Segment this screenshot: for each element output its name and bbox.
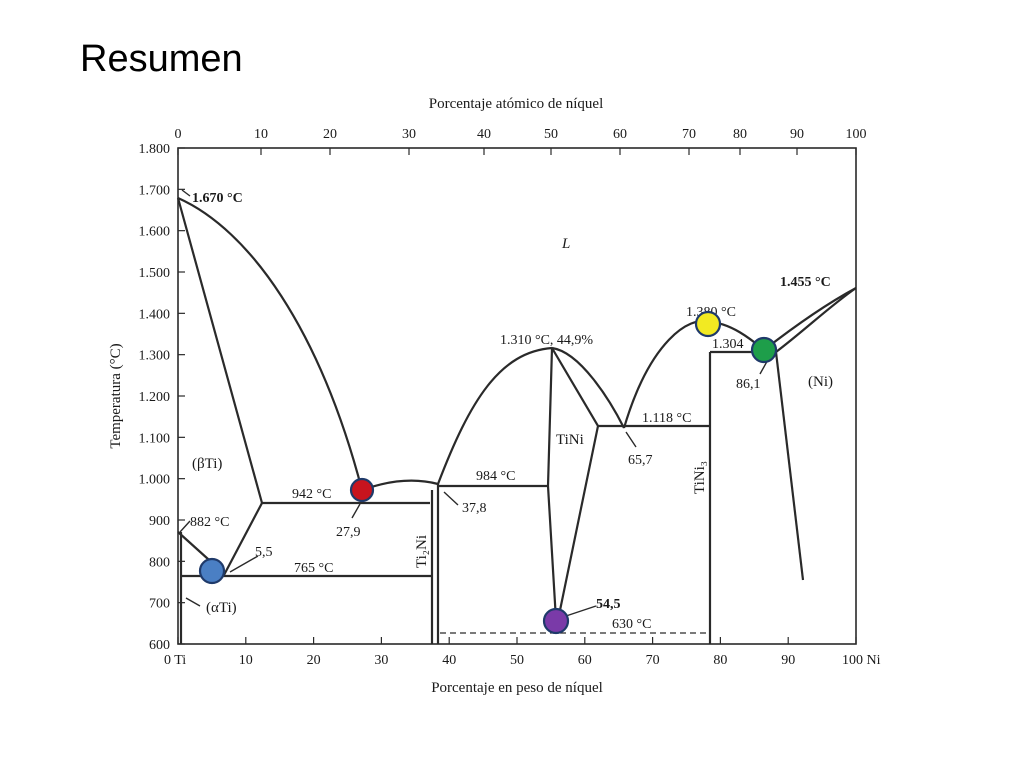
y-tick-label: 900: [149, 514, 170, 529]
y-tick-label: 700: [149, 597, 170, 612]
liquidus-ni-side: [763, 287, 857, 351]
pointer-5-5: [229, 555, 259, 573]
marker-blue: [198, 557, 226, 585]
pointer-alpha-ti: [185, 597, 201, 607]
y-tick-label: 1.700: [139, 183, 171, 198]
label-1118: 1.118 °C: [642, 411, 691, 426]
marker-yellow: [694, 310, 722, 338]
solidus-beta-ti: [176, 197, 264, 504]
bottom-axis-title: Porcentaje en peso de níquel: [431, 680, 603, 696]
label-942: 942 °C: [292, 487, 331, 502]
y-tick-label: 800: [149, 555, 170, 570]
marker-green: [750, 336, 778, 364]
bottom-tick-label: 0 Ti: [164, 653, 186, 668]
bottom-tick-label: 40: [442, 653, 456, 668]
liquidus-tini-left: [436, 346, 553, 485]
liquidus-tini-right: [551, 346, 625, 429]
label-54-5: 54,5: [596, 597, 621, 612]
y-ticks: 1.800 1.700 1.600 1.500 1.400 1.300 1.200 1.100…: [139, 142, 185, 653]
bottom-ticks: 0 Ti 10 20 30 40 50 60 70 80 90 100 Ni: [164, 637, 881, 668]
plot-frame: [177, 147, 857, 645]
top-tick-label: 40: [477, 127, 491, 142]
phase-boundaries: [176, 189, 857, 644]
label-1304: 1.304: [712, 337, 744, 352]
label-882: 882 °C: [190, 515, 229, 530]
bottom-tick-label: 90: [781, 653, 795, 668]
label-27-9: 27,9: [336, 525, 361, 540]
beta-solvus: [223, 502, 263, 576]
label-ni-melting: 1.455 °C: [780, 275, 831, 290]
label-65-7: 65,7: [628, 453, 653, 468]
y-tick-label: 1.200: [139, 390, 171, 405]
top-tick-label: 100: [846, 127, 867, 142]
top-tick-label: 50: [544, 127, 558, 142]
y-tick-label: 1.400: [139, 307, 171, 322]
tini-solidus-right: [551, 347, 600, 621]
pointer-37-8: [443, 491, 459, 506]
label-alpha-ti: (αTi): [206, 600, 237, 616]
y-tick-label: 600: [149, 638, 170, 653]
top-tick-label: 60: [613, 127, 627, 142]
top-tick-label: 10: [254, 127, 268, 142]
y-tick-label: 1.300: [139, 349, 171, 364]
label-tini-melting: 1.310 °C, 44,9%: [500, 333, 593, 348]
tini-solidus-left: [546, 347, 558, 621]
label-630: 630 °C: [612, 617, 651, 632]
top-tick-label: 90: [790, 127, 804, 142]
marker-purple: [542, 607, 570, 635]
pointer-65-7: [625, 431, 637, 448]
liquidus-ti-side: [177, 196, 364, 491]
label-5-5: 5,5: [255, 545, 273, 560]
label-liquid: L: [561, 236, 570, 252]
y-tick-label: 1.600: [139, 225, 171, 240]
bottom-tick-label: 60: [578, 653, 592, 668]
pointer-27-9: [351, 503, 361, 519]
left-axis-title: Temperatura (°C): [108, 343, 124, 448]
label-765: 765 °C: [294, 561, 333, 576]
label-86-1: 86,1: [736, 377, 761, 392]
slide-title: Resumen: [80, 38, 243, 80]
ni-solvus: [774, 351, 805, 581]
pointer-882: [179, 520, 191, 533]
top-tick-label: 20: [323, 127, 337, 142]
top-tick-label: 80: [733, 127, 747, 142]
bottom-tick-label: 100 Ni: [842, 653, 881, 668]
label-ti-melting: 1.670 °C: [192, 191, 243, 206]
top-tick-label: 70: [682, 127, 696, 142]
bottom-tick-label: 50: [510, 653, 524, 668]
bottom-tick-label: 10: [239, 653, 253, 668]
highlight-markers: [198, 310, 778, 635]
label-ni-phase: (Ni): [808, 374, 833, 390]
label-tini-phase: TiNi: [556, 432, 584, 448]
top-tick-label: 0: [175, 127, 182, 142]
label-beta-ti: (βTi): [192, 456, 222, 472]
marker-red: [349, 477, 375, 503]
bottom-tick-label: 20: [307, 653, 321, 668]
bottom-tick-label: 30: [374, 653, 388, 668]
y-tick-label: 1.000: [139, 473, 171, 488]
label-ti2ni-phase: Ti₂Ni: [414, 535, 430, 568]
top-axis-title: Porcentaje atómico de níquel: [429, 96, 604, 112]
label-984: 984 °C: [476, 469, 515, 484]
label-37-8: 37,8: [462, 501, 487, 516]
pointer-54-5: [565, 605, 597, 617]
y-tick-label: 1.500: [139, 266, 171, 281]
bottom-tick-label: 70: [646, 653, 660, 668]
y-tick-label: 1.100: [139, 431, 171, 446]
solidus-ni-side: [775, 287, 857, 353]
pointer-1670: [181, 189, 191, 197]
y-tick-label: 1.800: [139, 142, 171, 157]
top-ticks: 0 10 20 30 40 50 60 70 80 90 100: [175, 127, 867, 155]
label-tini3-phase: TiNi₃: [692, 461, 708, 494]
top-tick-label: 30: [402, 127, 416, 142]
bottom-tick-label: 80: [713, 653, 727, 668]
